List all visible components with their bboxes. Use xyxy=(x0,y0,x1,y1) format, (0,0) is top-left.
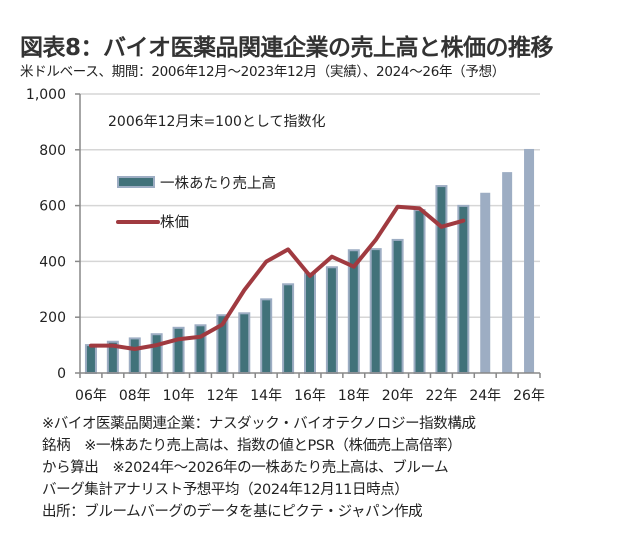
chart-svg: 0 200 400 600 800 1,000 06年 08年 10年 12年 14年 16年 18年 2… xyxy=(26,87,545,404)
x-tick-label: 24年 xyxy=(469,388,501,404)
footnote-line: 出所：ブルームバーグのデータを基にピクテ・ジャパン作成 xyxy=(42,504,423,520)
bar xyxy=(304,272,316,374)
x-tick-label: 20年 xyxy=(382,388,414,404)
bar xyxy=(413,209,426,374)
x-tick-label: 10年 xyxy=(163,388,195,404)
bar xyxy=(194,324,207,374)
bar xyxy=(84,344,97,375)
bar xyxy=(369,248,382,374)
y-tick-label: 600 xyxy=(39,199,66,215)
forecast-bar xyxy=(502,172,513,373)
y-tick-label: 200 xyxy=(39,310,66,326)
bar xyxy=(128,337,141,374)
bar xyxy=(391,238,404,374)
chart-annotation: 2006年12月末=100として指数化 xyxy=(108,114,325,130)
y-tick-label: 1,000 xyxy=(26,87,66,103)
x-tick-label: 16年 xyxy=(294,388,326,404)
chart-title: 図表8：バイオ医薬品関連企業の売上高と株価の推移 xyxy=(20,35,554,61)
chart-subtitle: 米ドルベース、期間：2006年12月～2023年12月（実績）、2024～26年… xyxy=(20,64,505,80)
x-tick-label: 18年 xyxy=(338,388,370,404)
footnote-line: 銘柄 ※一株あたり売上高は、指数の値とPSR（株価売上高倍率） xyxy=(42,438,462,454)
y-tick-label: 0 xyxy=(57,366,66,382)
legend-line-label: 株価 xyxy=(160,214,189,231)
footnotes: ※バイオ医薬品関連企業：ナスダック・バイオテクノロジー指数構成 銘柄 ※一株あた… xyxy=(42,413,476,523)
bar xyxy=(435,185,448,374)
footnote-line: バーグ集計アナリスト予想平均（2024年12月11日時点） xyxy=(42,482,409,498)
footnote-line: ※バイオ医薬品関連企業：ナスダック・バイオテクノロジー指数構成 xyxy=(42,416,476,432)
stock-price-line xyxy=(88,204,466,352)
bar xyxy=(260,298,273,374)
x-tick-label: 26年 xyxy=(513,388,545,404)
bar xyxy=(172,326,185,374)
y-tick-label: 400 xyxy=(39,254,66,270)
bar xyxy=(282,283,295,375)
legend-bar-swatch xyxy=(117,176,155,188)
bar xyxy=(238,312,251,375)
x-tick-label: 12年 xyxy=(206,388,238,404)
legend: 一株あたり売上高 株価 xyxy=(116,175,276,231)
forecast-bar xyxy=(524,148,535,373)
x-tick-label: 06年 xyxy=(75,388,107,404)
legend-bar-label: 一株あたり売上高 xyxy=(160,175,276,192)
x-tick-label: 22年 xyxy=(426,388,458,404)
bar xyxy=(457,204,470,374)
forecast-bar xyxy=(480,192,491,373)
x-tick-label: 14年 xyxy=(250,388,282,404)
footnote-line: から算出 ※2024年～2026年の一株あたり売上高は、ブルーム xyxy=(42,460,449,476)
bar xyxy=(325,266,338,374)
bar xyxy=(150,333,163,374)
y-tick-label: 800 xyxy=(39,143,66,159)
x-tick-label: 08年 xyxy=(119,388,151,404)
